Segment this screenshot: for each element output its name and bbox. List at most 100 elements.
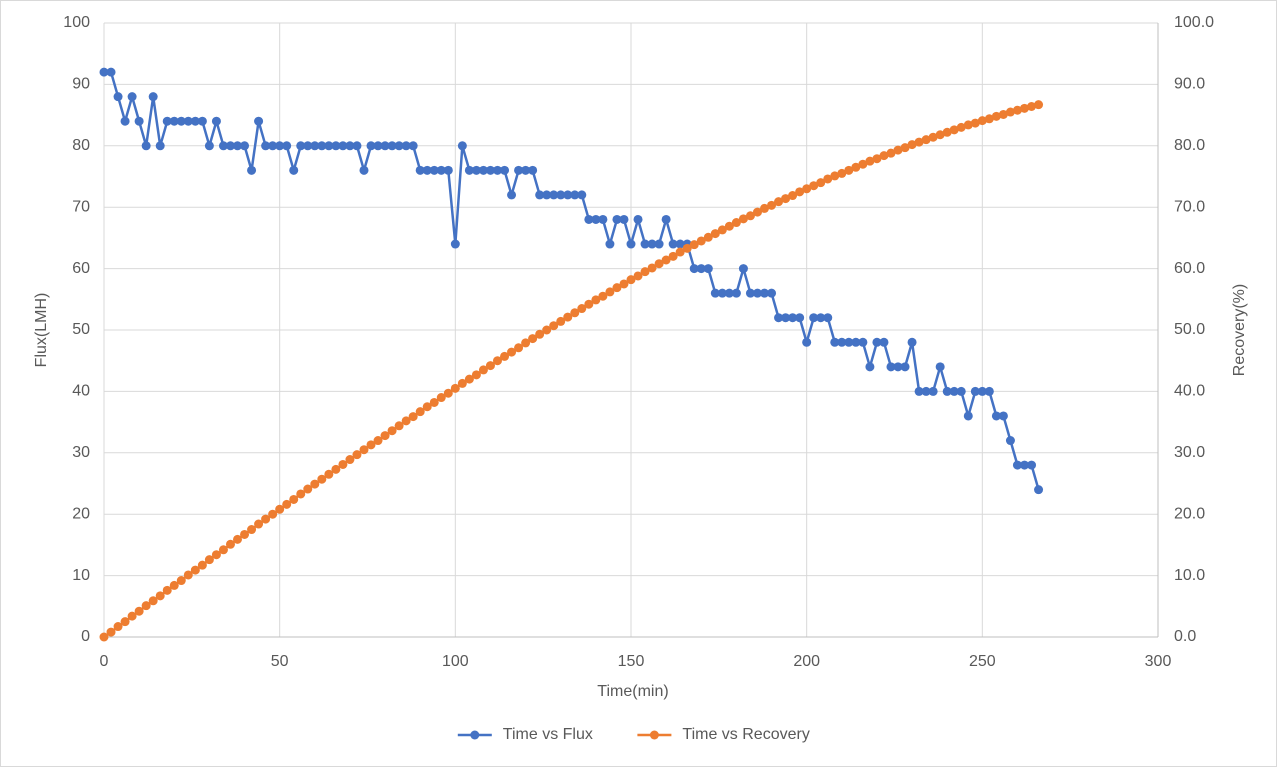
point-marker (289, 165, 299, 175)
point-marker (247, 165, 257, 175)
point-marker (268, 509, 278, 519)
point-marker (809, 313, 819, 323)
point-marker (211, 116, 221, 126)
point-marker (703, 264, 713, 274)
point-marker (457, 141, 467, 151)
point-marker (844, 165, 854, 175)
point-marker (570, 308, 580, 318)
point-marker (211, 550, 221, 560)
point-marker (1005, 107, 1015, 117)
point-marker (956, 122, 966, 132)
point-marker (689, 240, 699, 250)
point-marker (963, 411, 973, 421)
point-marker (886, 362, 896, 372)
point-marker (225, 539, 235, 549)
point-marker (183, 570, 193, 580)
point-marker (134, 606, 144, 616)
y-tick-label: 0 (81, 628, 90, 645)
point-marker (802, 184, 812, 194)
point-marker (949, 386, 959, 396)
y2-tick-label: 30.0 (1174, 444, 1205, 461)
point-marker (282, 141, 292, 151)
point-marker (556, 190, 566, 200)
point-marker (387, 426, 397, 436)
point-marker (345, 141, 355, 151)
x-tick-label: 250 (969, 653, 996, 670)
point-marker (717, 225, 727, 235)
point-marker (1027, 102, 1037, 112)
point-marker (485, 361, 495, 371)
point-marker (556, 316, 566, 326)
point-marker (275, 504, 285, 514)
point-marker (443, 165, 453, 175)
point-marker (247, 525, 257, 535)
point-marker (134, 116, 144, 126)
point-marker (752, 288, 762, 298)
point-marker (731, 218, 741, 228)
y2-tick-label: 40.0 (1174, 383, 1205, 400)
point-marker (626, 275, 636, 285)
y2-tick-label: 60.0 (1174, 260, 1205, 277)
point-marker (373, 436, 383, 446)
point-marker (401, 416, 411, 426)
y-tick-label: 30 (72, 444, 90, 461)
point-marker (422, 165, 432, 175)
point-marker (872, 337, 882, 347)
point-marker (577, 304, 587, 314)
point-marker (155, 591, 165, 601)
point-marker (851, 162, 861, 172)
point-marker (338, 459, 348, 469)
point-marker (394, 421, 404, 431)
y2-tick-label: 80.0 (1174, 137, 1205, 154)
point-marker (535, 190, 545, 200)
point-marker (584, 299, 594, 309)
point-marker (127, 611, 137, 621)
point-marker (204, 141, 214, 151)
y-tick-label: 50 (72, 321, 90, 338)
point-marker (654, 259, 664, 269)
point-marker (795, 187, 805, 197)
point-marker (668, 239, 678, 249)
point-marker (492, 165, 502, 175)
point-marker (661, 255, 671, 265)
point-marker (218, 141, 228, 151)
legend-label: Time vs Recovery (682, 726, 809, 743)
y2-tick-label: 20.0 (1174, 505, 1205, 522)
point-marker (317, 141, 327, 151)
point-marker (240, 529, 250, 539)
point-marker (710, 229, 720, 239)
point-marker (584, 214, 594, 224)
point-marker (542, 325, 552, 335)
point-marker (204, 555, 214, 565)
point-marker (415, 407, 425, 417)
point-marker (612, 214, 622, 224)
point-marker (914, 386, 924, 396)
point-marker (162, 585, 172, 595)
y2-tick-label: 100.0 (1174, 14, 1214, 31)
point-marker (155, 141, 165, 151)
point-marker (507, 190, 517, 200)
point-marker (422, 402, 432, 412)
point-marker (233, 141, 243, 151)
point-marker (984, 114, 994, 124)
point-marker (549, 321, 559, 331)
point-marker (331, 141, 341, 151)
point-marker (809, 181, 819, 191)
point-marker (127, 92, 137, 102)
point-marker (478, 365, 488, 375)
point-marker (823, 174, 833, 184)
point-marker (1005, 436, 1015, 446)
point-marker (682, 243, 692, 253)
point-marker (760, 288, 770, 298)
x-tick-label: 100 (442, 653, 469, 670)
point-marker (689, 264, 699, 274)
point-marker (296, 141, 306, 151)
legend-swatch-marker (649, 730, 659, 740)
point-marker (289, 494, 299, 504)
point-marker (781, 313, 791, 323)
point-marker (373, 141, 383, 151)
point-marker (612, 283, 622, 293)
point-marker (471, 165, 481, 175)
point-marker (324, 141, 334, 151)
point-marker (99, 67, 109, 77)
